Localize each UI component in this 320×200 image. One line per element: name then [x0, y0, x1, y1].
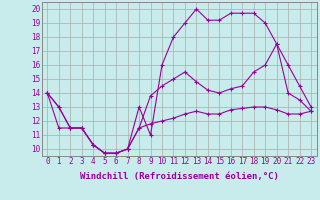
X-axis label: Windchill (Refroidissement éolien,°C): Windchill (Refroidissement éolien,°C)	[80, 172, 279, 181]
